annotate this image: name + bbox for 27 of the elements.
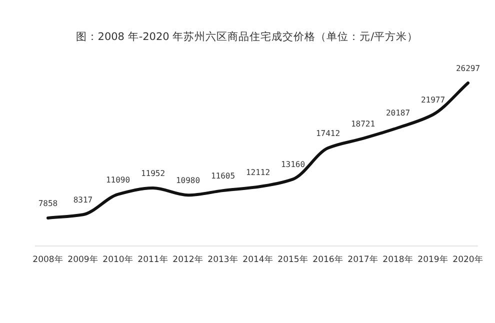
x-tick-label: 2008年 — [32, 254, 64, 265]
data-label: 13160 — [280, 160, 306, 170]
x-tick-label: 2016年 — [312, 254, 344, 265]
data-label: 12112 — [246, 168, 270, 177]
data-label: 11952 — [140, 169, 166, 178]
title: 图：2008 年-2020 年苏州六区商品住宅成交价格（单位：元/平方米） — [76, 31, 418, 43]
x-tick-label: 2015年 — [278, 254, 308, 265]
x-tick-label: 2013年 — [208, 254, 238, 265]
data-label: 8317 — [73, 196, 93, 205]
data-label: 18721 — [350, 119, 376, 128]
data-label: 21977 — [420, 96, 446, 105]
data-label: 10980 — [176, 176, 200, 186]
data-label: 17412 — [316, 129, 340, 138]
data-label: 11090 — [106, 175, 130, 184]
x-tick-label: 2014年 — [242, 254, 274, 265]
x-tick-label: 2019年 — [418, 254, 448, 265]
data-label: 7858 — [38, 199, 58, 208]
x-tick-label: 2012年 — [172, 254, 204, 265]
x-tick-label: 2010年 — [102, 254, 134, 265]
x-tick-label: 2009年 — [68, 254, 98, 265]
data-label: 20187 — [386, 108, 410, 118]
x-tick-label: 2018年 — [382, 254, 414, 265]
x-tick-label: 2017年 — [348, 254, 378, 265]
data-label: 26297 — [456, 64, 480, 73]
x-tick-label: 2020年 — [452, 254, 484, 265]
data-label: 11605 — [210, 172, 236, 181]
x-tick-label: 2011年 — [138, 254, 168, 265]
